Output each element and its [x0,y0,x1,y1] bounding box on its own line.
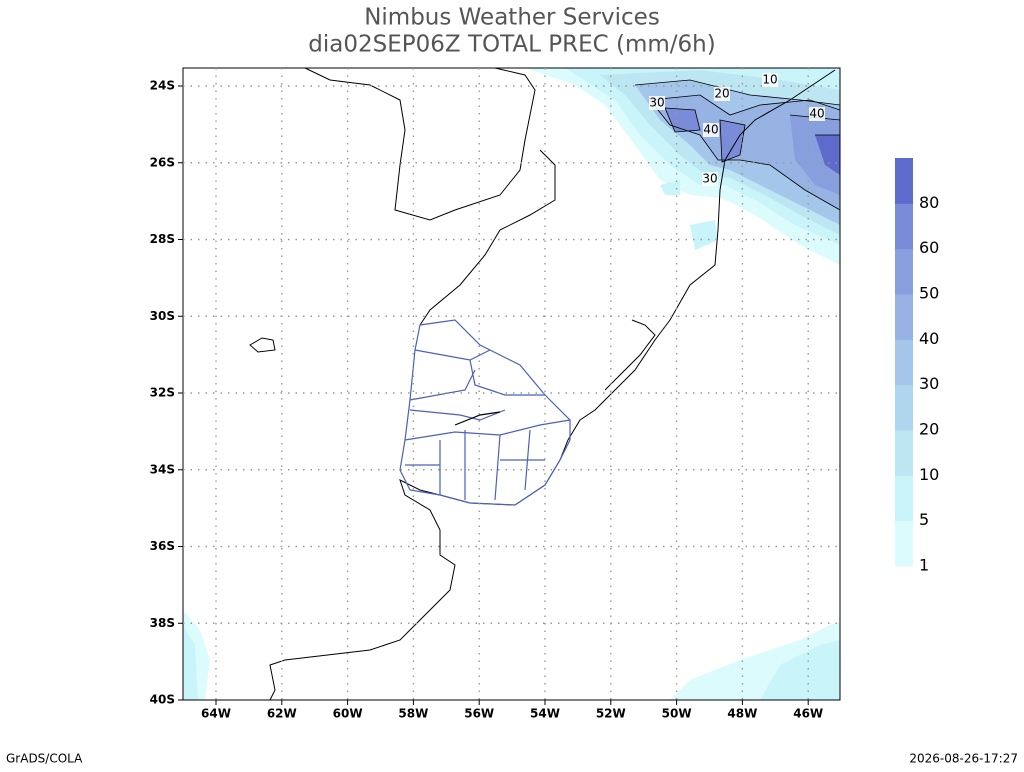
colorbar-label: 40 [919,329,939,348]
lon-label: 56W [464,707,494,721]
lat-label: 38S [150,616,175,630]
contour-label-bg [714,87,730,101]
colorbar-label: 80 [919,193,939,212]
colorbar-swatch [895,430,913,476]
contour-label: 40 [809,107,824,121]
footer-left: GrADS/COLA [6,752,83,766]
lon-label: 54W [530,707,560,721]
lon-label: 46W [793,707,823,721]
title: Nimbus Weather Services [364,5,660,31]
lat-label: 24S [150,79,175,93]
colorbar-label: 20 [919,420,939,439]
lat-label: 30S [150,309,175,323]
lat-label: 26S [150,155,175,169]
lon-label: 50W [662,707,692,721]
contour-label-bg [702,172,718,186]
lon-label: 62W [267,707,297,721]
lat-label: 40S [150,693,175,707]
lat-label: 32S [150,386,175,400]
colorbar-swatch [895,294,913,340]
lon-label: 60W [333,707,363,721]
colorbar-label: 10 [919,465,939,484]
colorbar: 1 5 10 20 30 40 50 60 80 [895,158,939,575]
contour-label-bg [809,107,825,121]
uruguay-borders [399,319,571,506]
colorbar-label: 60 [919,238,939,257]
contour-label-bg [649,96,665,110]
lon-label: 58W [398,707,428,721]
colorbar-swatch [895,339,913,386]
colorbar-label: 50 [919,284,939,303]
colorbar-label: 30 [919,374,939,393]
lat-label: 34S [150,462,175,476]
colorbar-label: 1 [919,556,929,575]
colorbar-label: 5 [919,510,929,529]
contour-label: 10 [762,73,777,87]
map-frame [182,67,841,701]
colorbar-swatch [895,520,913,567]
colorbar-swatch [895,475,913,522]
precip-fields [183,68,841,700]
lat-label: 28S [150,232,175,246]
lat-label: 36S [150,539,175,553]
lon-label: 48W [727,707,757,721]
contour-label: 20 [714,87,729,101]
lon-label: 64W [201,707,231,721]
axes: 24S 26S 28S 30S 32S 34S 36S 38S 40S 64W 62W 60W 58W 5… [150,68,840,721]
footer-right: 2026-08-26-17:27 [909,752,1018,766]
colorbar-swatch [895,203,913,250]
subtitle: dia02SEP06Z TOTAL PREC (mm/6h) [308,32,715,58]
colorbar-swatch [895,384,913,431]
contour-label-bg [762,73,778,87]
colorbar-swatch [895,248,913,295]
contour-label-bg [703,123,719,137]
lon-label: 52W [596,707,626,721]
contour-label: 30 [702,172,717,186]
colorbar-swatch [895,158,913,204]
contour-label: 40 [703,123,718,137]
contour-label: 30 [649,96,664,110]
